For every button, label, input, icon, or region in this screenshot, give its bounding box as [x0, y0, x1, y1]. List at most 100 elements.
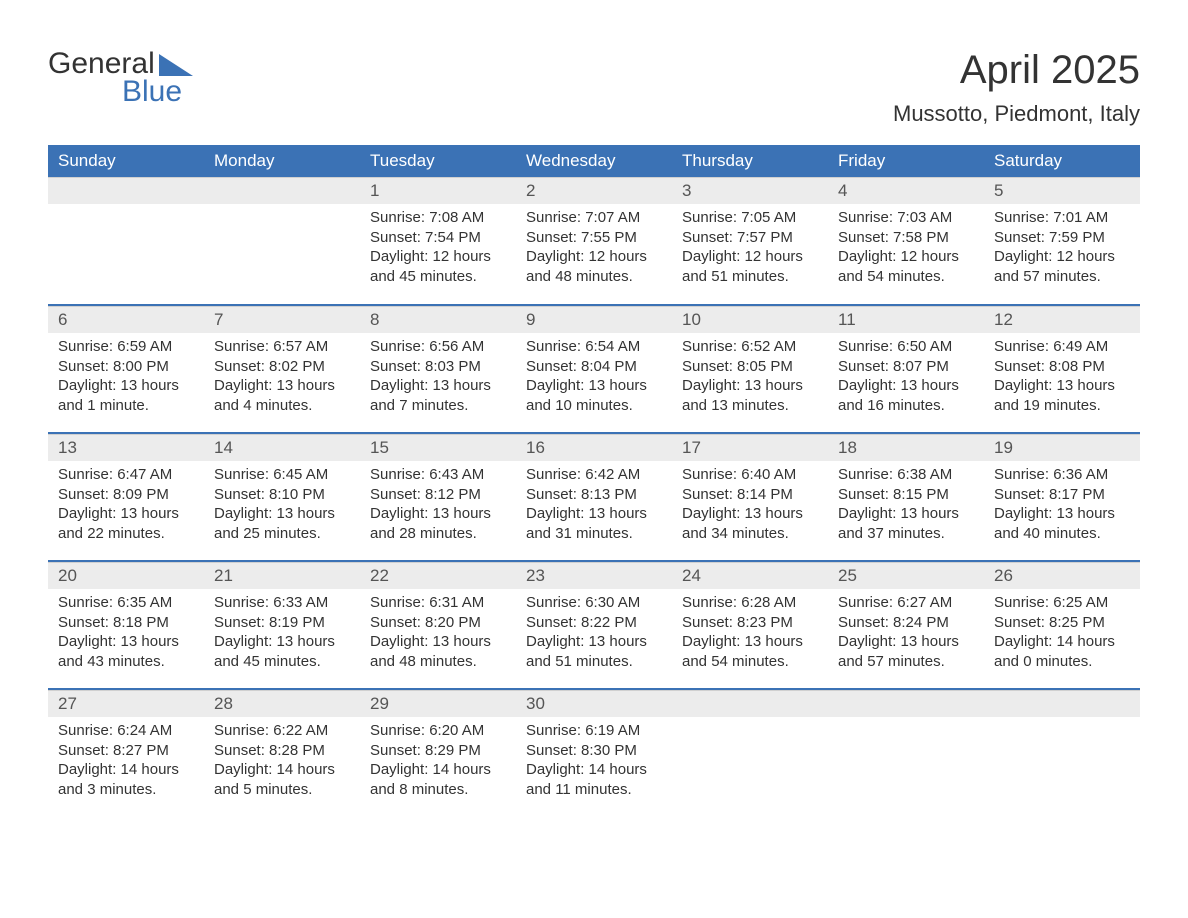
location-text: Mussotto, Piedmont, Italy	[893, 101, 1140, 127]
day-details: Sunrise: 6:24 AMSunset: 8:27 PMDaylight:…	[48, 717, 204, 809]
sunrise-text: Sunrise: 6:52 AM	[682, 337, 818, 357]
day-number: 21	[204, 562, 360, 589]
sunrise-text: Sunrise: 6:30 AM	[526, 593, 662, 613]
title-block: April 2025 Mussotto, Piedmont, Italy	[893, 48, 1140, 127]
calendar-cell: 26Sunrise: 6:25 AMSunset: 8:25 PMDayligh…	[984, 561, 1140, 689]
weekday-header-row: Sunday Monday Tuesday Wednesday Thursday…	[48, 145, 1140, 177]
calendar-cell: 28Sunrise: 6:22 AMSunset: 8:28 PMDayligh…	[204, 689, 360, 817]
calendar-cell: 15Sunrise: 6:43 AMSunset: 8:12 PMDayligh…	[360, 433, 516, 561]
day-details: Sunrise: 6:45 AMSunset: 8:10 PMDaylight:…	[204, 461, 360, 553]
calendar-cell: 16Sunrise: 6:42 AMSunset: 8:13 PMDayligh…	[516, 433, 672, 561]
sunset-text: Sunset: 7:59 PM	[994, 228, 1130, 248]
day-details: Sunrise: 7:03 AMSunset: 7:58 PMDaylight:…	[828, 204, 984, 296]
day-details: Sunrise: 6:31 AMSunset: 8:20 PMDaylight:…	[360, 589, 516, 681]
sunrise-text: Sunrise: 7:08 AM	[370, 208, 506, 228]
daylight2-text: and 1 minute.	[58, 396, 194, 416]
weekday-header: Sunday	[48, 145, 204, 177]
day-number: 28	[204, 690, 360, 717]
day-number: 24	[672, 562, 828, 589]
day-number: 3	[672, 177, 828, 204]
calendar-cell	[48, 177, 204, 305]
daylight2-text: and 45 minutes.	[370, 267, 506, 287]
calendar-cell: 30Sunrise: 6:19 AMSunset: 8:30 PMDayligh…	[516, 689, 672, 817]
daylight1-text: Daylight: 12 hours	[682, 247, 818, 267]
daylight2-text: and 57 minutes.	[994, 267, 1130, 287]
day-number: 16	[516, 434, 672, 461]
daylight2-text: and 13 minutes.	[682, 396, 818, 416]
calendar-cell: 18Sunrise: 6:38 AMSunset: 8:15 PMDayligh…	[828, 433, 984, 561]
sunrise-text: Sunrise: 6:56 AM	[370, 337, 506, 357]
day-number: 11	[828, 306, 984, 333]
day-details: Sunrise: 6:49 AMSunset: 8:08 PMDaylight:…	[984, 333, 1140, 425]
calendar-week-row: 1Sunrise: 7:08 AMSunset: 7:54 PMDaylight…	[48, 177, 1140, 305]
sunrise-text: Sunrise: 7:07 AM	[526, 208, 662, 228]
day-details: Sunrise: 7:01 AMSunset: 7:59 PMDaylight:…	[984, 204, 1140, 296]
day-details: Sunrise: 6:54 AMSunset: 8:04 PMDaylight:…	[516, 333, 672, 425]
daylight2-text: and 43 minutes.	[58, 652, 194, 672]
daylight2-text: and 25 minutes.	[214, 524, 350, 544]
daylight1-text: Daylight: 14 hours	[58, 760, 194, 780]
day-details: Sunrise: 6:52 AMSunset: 8:05 PMDaylight:…	[672, 333, 828, 425]
sunrise-text: Sunrise: 6:35 AM	[58, 593, 194, 613]
sunrise-text: Sunrise: 6:19 AM	[526, 721, 662, 741]
daylight2-text: and 51 minutes.	[526, 652, 662, 672]
calendar-table: Sunday Monday Tuesday Wednesday Thursday…	[48, 145, 1140, 817]
sunset-text: Sunset: 8:17 PM	[994, 485, 1130, 505]
calendar-cell: 19Sunrise: 6:36 AMSunset: 8:17 PMDayligh…	[984, 433, 1140, 561]
sunset-text: Sunset: 8:02 PM	[214, 357, 350, 377]
weekday-header: Thursday	[672, 145, 828, 177]
day-details: Sunrise: 6:40 AMSunset: 8:14 PMDaylight:…	[672, 461, 828, 553]
calendar-cell	[828, 689, 984, 817]
daylight2-text: and 57 minutes.	[838, 652, 974, 672]
daylight2-text: and 8 minutes.	[370, 780, 506, 800]
day-details: Sunrise: 6:47 AMSunset: 8:09 PMDaylight:…	[48, 461, 204, 553]
sunset-text: Sunset: 7:55 PM	[526, 228, 662, 248]
sunset-text: Sunset: 8:19 PM	[214, 613, 350, 633]
calendar-cell: 25Sunrise: 6:27 AMSunset: 8:24 PMDayligh…	[828, 561, 984, 689]
sunset-text: Sunset: 8:18 PM	[58, 613, 194, 633]
day-details: Sunrise: 6:25 AMSunset: 8:25 PMDaylight:…	[984, 589, 1140, 681]
day-number: 26	[984, 562, 1140, 589]
day-number: 7	[204, 306, 360, 333]
day-number: 9	[516, 306, 672, 333]
daylight2-text: and 4 minutes.	[214, 396, 350, 416]
calendar-cell: 14Sunrise: 6:45 AMSunset: 8:10 PMDayligh…	[204, 433, 360, 561]
calendar-cell: 23Sunrise: 6:30 AMSunset: 8:22 PMDayligh…	[516, 561, 672, 689]
sunrise-text: Sunrise: 6:59 AM	[58, 337, 194, 357]
daylight1-text: Daylight: 13 hours	[214, 376, 350, 396]
sunrise-text: Sunrise: 6:42 AM	[526, 465, 662, 485]
sunrise-text: Sunrise: 6:20 AM	[370, 721, 506, 741]
daylight1-text: Daylight: 13 hours	[214, 632, 350, 652]
daylight1-text: Daylight: 14 hours	[526, 760, 662, 780]
sunrise-text: Sunrise: 6:28 AM	[682, 593, 818, 613]
day-number: 15	[360, 434, 516, 461]
weekday-header: Friday	[828, 145, 984, 177]
calendar-week-row: 13Sunrise: 6:47 AMSunset: 8:09 PMDayligh…	[48, 433, 1140, 561]
logo: General Blue	[48, 48, 193, 107]
calendar-week-row: 6Sunrise: 6:59 AMSunset: 8:00 PMDaylight…	[48, 305, 1140, 433]
daylight2-text: and 48 minutes.	[526, 267, 662, 287]
calendar-cell: 27Sunrise: 6:24 AMSunset: 8:27 PMDayligh…	[48, 689, 204, 817]
daylight1-text: Daylight: 13 hours	[994, 504, 1130, 524]
daylight2-text: and 3 minutes.	[58, 780, 194, 800]
day-number: 12	[984, 306, 1140, 333]
daylight2-text: and 5 minutes.	[214, 780, 350, 800]
sunrise-text: Sunrise: 6:50 AM	[838, 337, 974, 357]
sunrise-text: Sunrise: 6:24 AM	[58, 721, 194, 741]
day-number: 14	[204, 434, 360, 461]
day-number: 20	[48, 562, 204, 589]
day-number	[48, 177, 204, 204]
day-details: Sunrise: 6:42 AMSunset: 8:13 PMDaylight:…	[516, 461, 672, 553]
sunrise-text: Sunrise: 7:03 AM	[838, 208, 974, 228]
daylight1-text: Daylight: 14 hours	[994, 632, 1130, 652]
calendar-week-row: 27Sunrise: 6:24 AMSunset: 8:27 PMDayligh…	[48, 689, 1140, 817]
daylight1-text: Daylight: 12 hours	[838, 247, 974, 267]
daylight1-text: Daylight: 13 hours	[58, 632, 194, 652]
calendar-cell	[672, 689, 828, 817]
daylight1-text: Daylight: 12 hours	[526, 247, 662, 267]
day-number: 10	[672, 306, 828, 333]
day-details: Sunrise: 6:59 AMSunset: 8:00 PMDaylight:…	[48, 333, 204, 425]
day-number	[672, 690, 828, 717]
daylight1-text: Daylight: 14 hours	[214, 760, 350, 780]
daylight1-text: Daylight: 12 hours	[994, 247, 1130, 267]
